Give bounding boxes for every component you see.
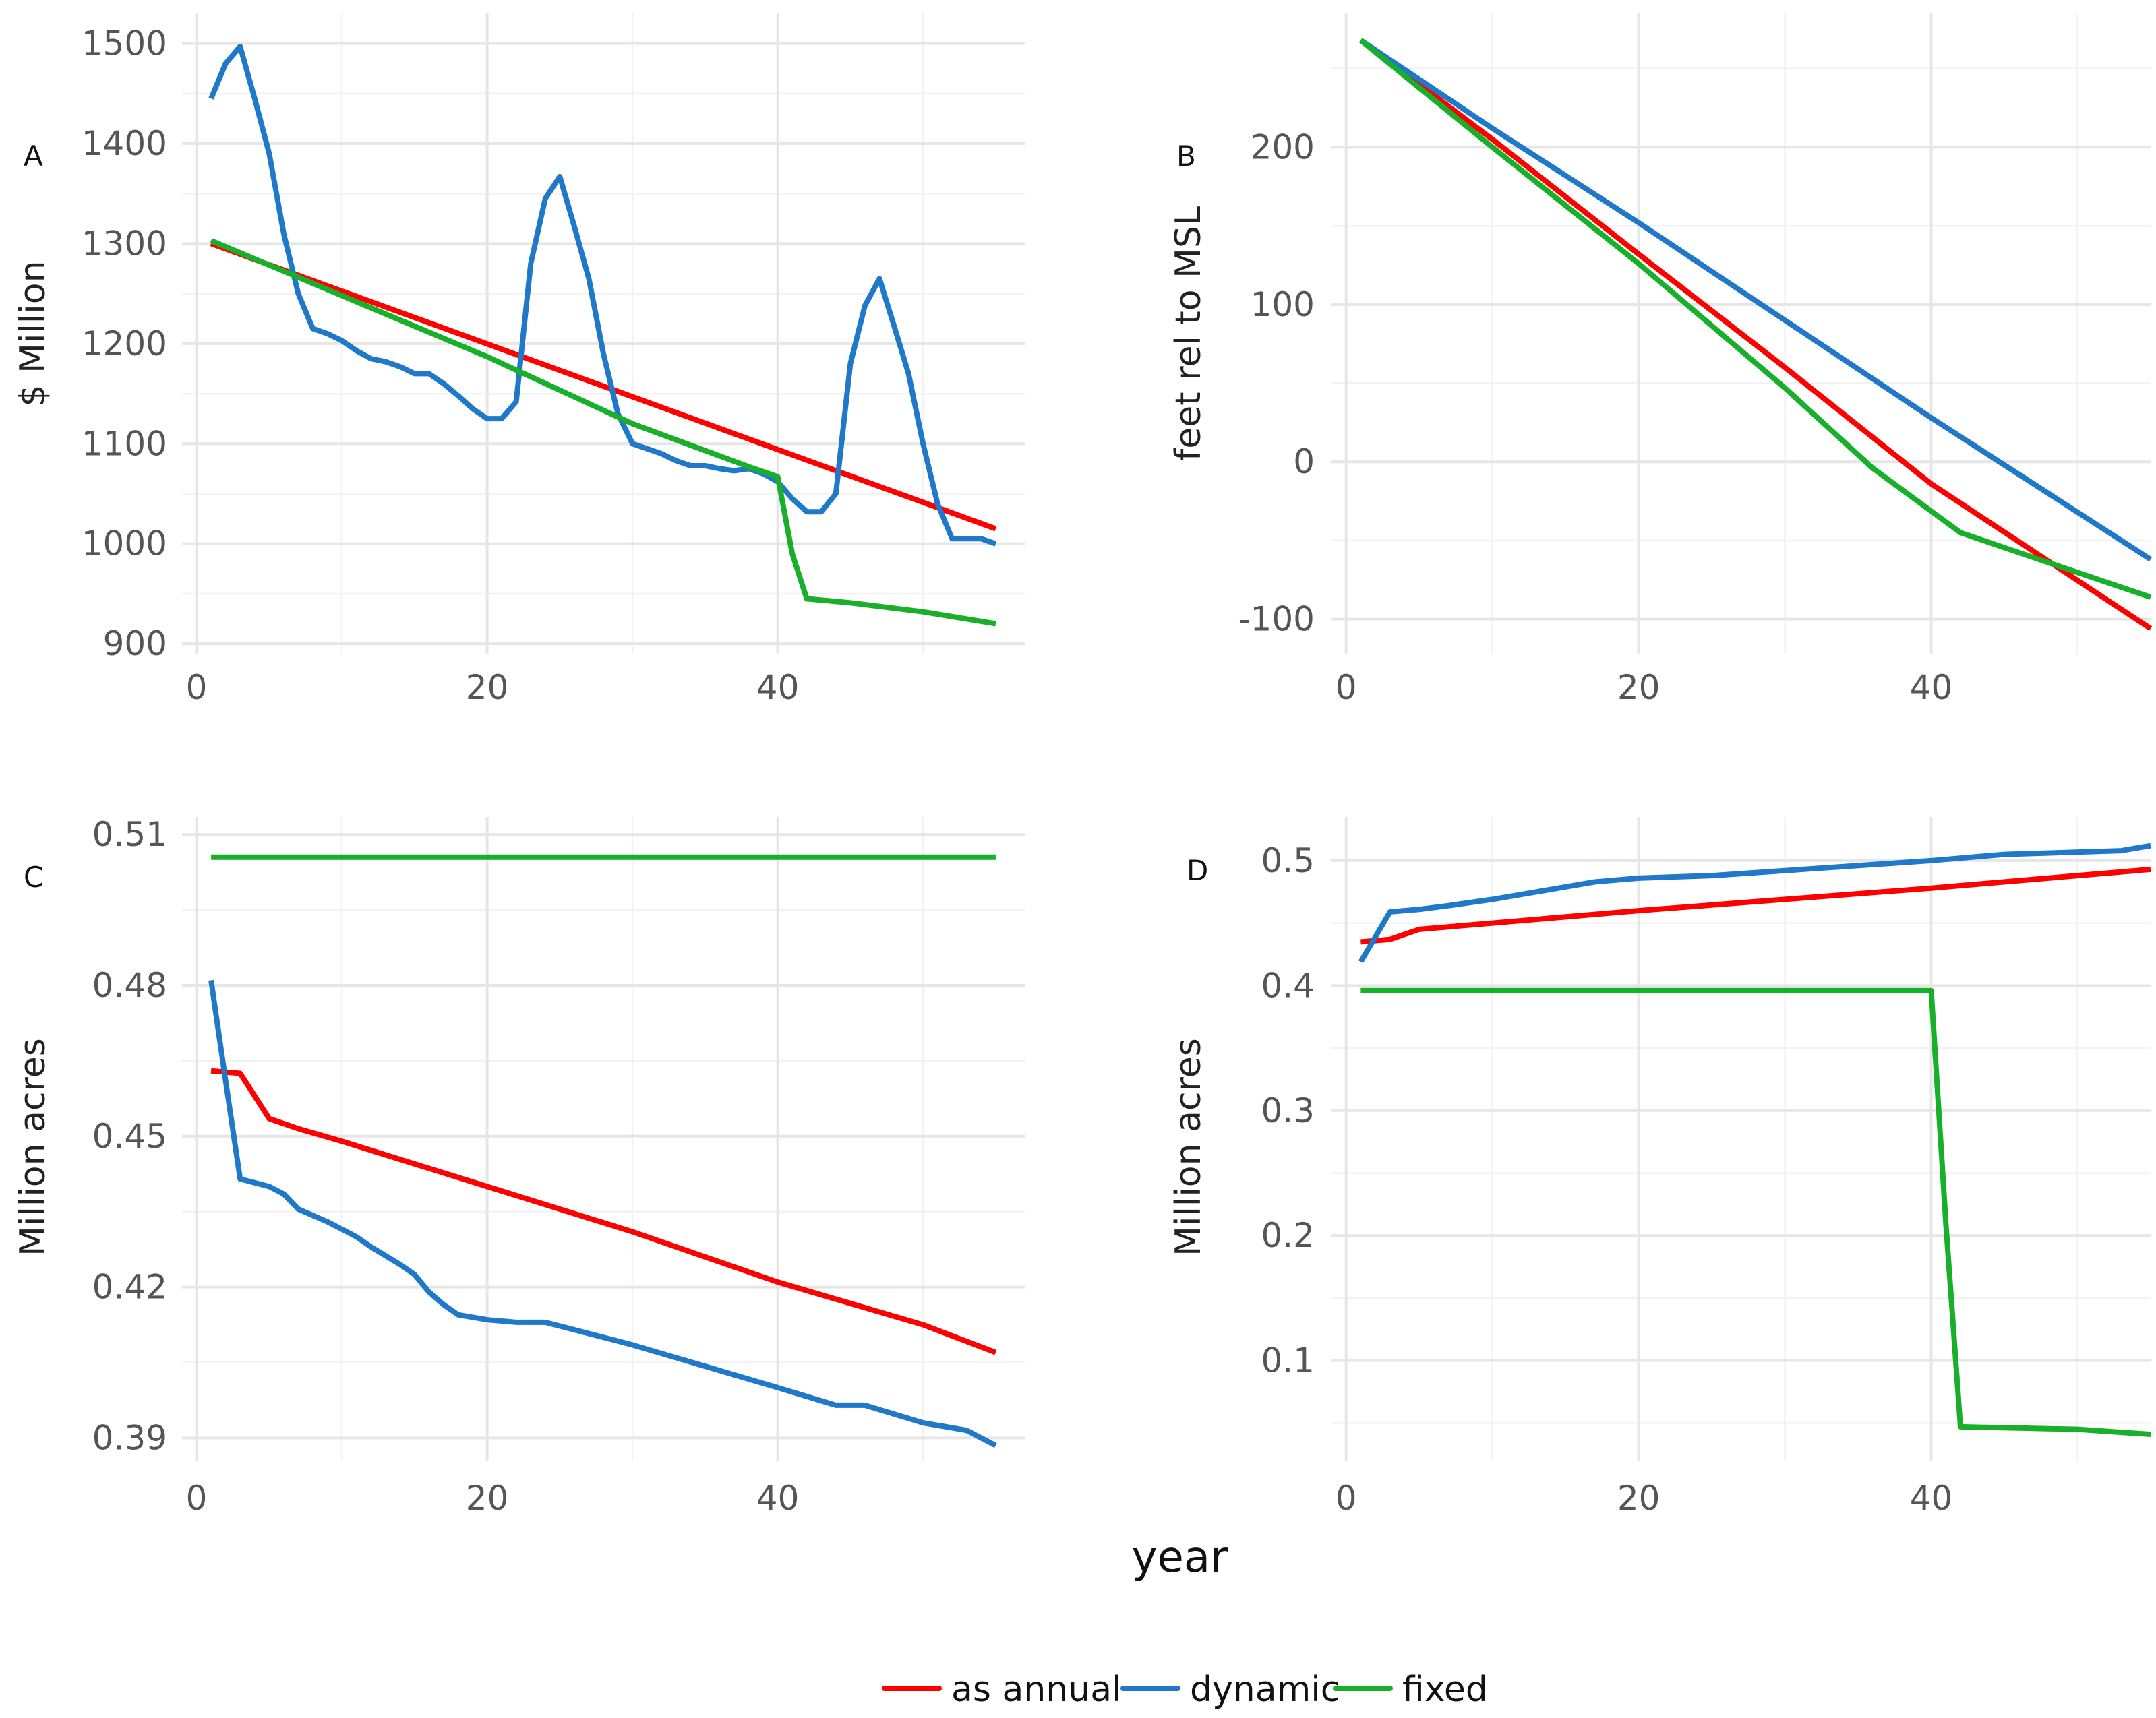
panel-c-y-tick-label: 0.48	[92, 966, 167, 1005]
panel-a-x-tick-label: 0	[186, 668, 208, 707]
panel-c-tick-labels: 0 20 40 0.39 0.42 0.45 0.48 0.51	[92, 815, 800, 1518]
panel-b-y-tick-label: 200	[1251, 127, 1315, 166]
panel-c-background	[182, 817, 1025, 1461]
panel-b-series-dynamic	[1359, 38, 2153, 562]
panel-c-y-axis-title: Million acres	[13, 1038, 53, 1256]
panel-d-x-tick-label: 0	[1336, 1479, 1357, 1518]
panel-d-gridlines	[1331, 817, 2151, 1461]
panel-c: 0 20 40 0.39 0.42 0.45 0.48 0.51 C Million acre…	[13, 815, 1025, 1518]
panel-a-letter: A	[24, 140, 43, 173]
panel-b-y-axis-title: feet rel to MSL	[1168, 206, 1209, 461]
panel-b-y-tick-label: 100	[1251, 285, 1315, 324]
panel-a-tick-labels: 0 20 40 900 1000 1100 1200 1300 1400 1500	[82, 24, 800, 707]
panel-a-series-layer	[208, 43, 997, 627]
panel-d-y-tick-label: 0.2	[1261, 1216, 1315, 1255]
panel-c-letter: C	[24, 861, 43, 894]
legend-label-dynamic: dynamic	[1190, 1669, 1340, 1710]
panel-c-x-tick-label: 40	[756, 1479, 800, 1518]
panel-b-series-layer	[1358, 38, 2153, 631]
panel-d-background	[1331, 817, 2151, 1461]
panel-c-y-tick-label: 0.45	[92, 1117, 167, 1156]
panel-d-letter: D	[1187, 854, 1208, 887]
panel-a-series-dynamic	[208, 43, 997, 547]
panel-b-series-fixed	[1358, 38, 2152, 600]
panel-c-series-layer	[208, 854, 997, 1448]
panel-d-series-fixed	[1360, 987, 2151, 1438]
legend: as annual dynamic fixed	[882, 1669, 1488, 1710]
panel-a-y-tick-label: 1200	[82, 324, 167, 363]
panel-c-x-tick-label: 20	[466, 1479, 509, 1518]
panel-b-gridlines	[1331, 13, 2151, 654]
panel-b-x-tick-label: 0	[1336, 668, 1357, 707]
panel-b-y-tick-label: 0	[1293, 442, 1315, 481]
panel-a-y-tick-label: 1500	[82, 24, 167, 63]
panel-b-series-as-annual	[1358, 38, 2153, 631]
panel-b: 0 20 40 -100 0 100 200 B feet rel to MSL	[1168, 13, 2153, 707]
panel-a-series-fixed	[210, 238, 996, 627]
panel-b-letter: B	[1176, 140, 1196, 173]
panel-d-x-tick-label: 40	[1910, 1479, 1953, 1518]
panel-c-x-tick-label: 0	[186, 1479, 208, 1518]
panel-d-y-tick-label: 0.3	[1261, 1091, 1315, 1130]
panel-c-y-tick-label: 0.51	[92, 815, 167, 854]
panel-d-y-tick-label: 0.4	[1261, 966, 1315, 1005]
panel-a-y-axis-title: $ Million	[13, 260, 53, 406]
panel-c-series-as-annual	[210, 1068, 997, 1355]
legend-label-as-annual: as annual	[951, 1669, 1122, 1710]
panel-d-series-dynamic	[1358, 842, 2151, 964]
panel-d-y-tick-label: 0.5	[1261, 841, 1315, 880]
legend-label-fixed: fixed	[1402, 1669, 1488, 1710]
panel-a-gridlines	[182, 13, 1025, 654]
panel-c-y-tick-label: 0.42	[92, 1268, 167, 1307]
panel-c-series-dynamic	[208, 979, 997, 1448]
panel-a-x-tick-label: 40	[756, 668, 800, 707]
shared-x-axis-title: year	[1132, 1533, 1228, 1583]
panel-a-series-as-annual	[210, 241, 997, 532]
panel-a-y-tick-label: 1000	[82, 524, 167, 563]
panel-b-x-tick-label: 40	[1910, 668, 1953, 707]
panel-a: 0 20 40 900 1000 1100 1200 1300 1400 1500 A $ Mil…	[13, 13, 1025, 707]
panel-a-y-tick-label: 1100	[82, 424, 167, 463]
panel-c-y-tick-label: 0.39	[92, 1418, 167, 1457]
panel-d-series-layer	[1358, 842, 2151, 1438]
panel-b-x-tick-label: 20	[1617, 668, 1660, 707]
panel-d: 0 20 40 0.1 0.2 0.3 0.4 0.5 D Million acres	[1168, 817, 2151, 1518]
panel-d-x-tick-label: 20	[1617, 1479, 1660, 1518]
panel-d-tick-labels: 0 20 40 0.1 0.2 0.3 0.4 0.5	[1261, 841, 1952, 1518]
panel-b-tick-labels: 0 20 40 -100 0 100 200	[1238, 127, 1953, 707]
panel-d-y-tick-label: 0.1	[1261, 1341, 1315, 1380]
panel-a-y-tick-label: 900	[103, 624, 167, 663]
panel-b-y-tick-label: -100	[1238, 600, 1315, 639]
panel-a-x-tick-label: 20	[466, 668, 509, 707]
panel-a-y-tick-label: 1300	[82, 224, 167, 263]
panel-a-y-tick-label: 1400	[82, 124, 167, 163]
panel-d-series-as-annual	[1360, 866, 2151, 945]
panel-d-y-axis-title: Million acres	[1168, 1038, 1209, 1256]
